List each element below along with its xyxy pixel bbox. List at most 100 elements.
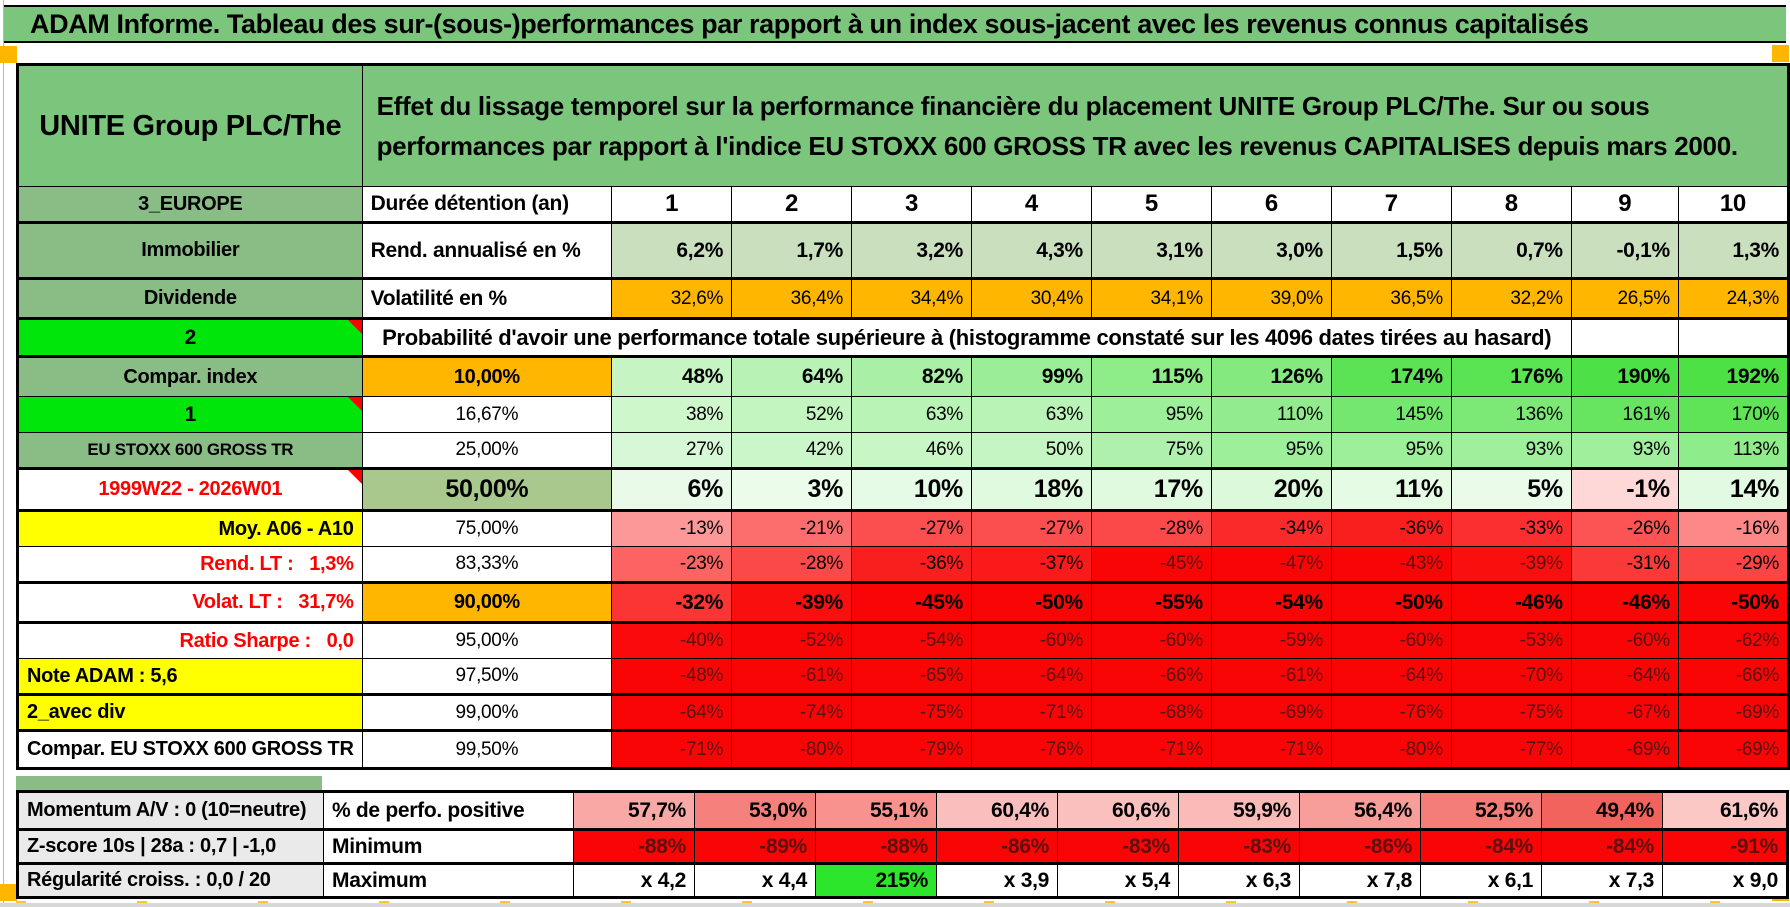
row-p8333-threshold[interactable]: 83,33% (361, 546, 613, 583)
cell-p25-y9[interactable]: 93% (1570, 432, 1679, 469)
cell-p75-y5[interactable]: -28% (1090, 509, 1212, 547)
cell-p975-y3[interactable]: -65% (851, 658, 972, 695)
cell-p99-y6[interactable]: -69% (1210, 693, 1332, 731)
cell-p99-y3[interactable]: -75% (851, 693, 972, 731)
cell-p975-y2[interactable]: -61% (731, 658, 853, 695)
cell-p995-y3[interactable]: -79% (851, 729, 972, 769)
cell-p995-y10[interactable]: -69% (1677, 729, 1790, 769)
row-min-label[interactable]: Z-score 10s | 28a : 0,7 | -1,0 (17, 828, 324, 864)
probability-note-cell[interactable]: Probabilité d'avoir une performance tota… (361, 317, 1572, 357)
cell-p90-y1[interactable]: -32% (611, 581, 733, 623)
cell-p10-y4[interactable]: 99% (970, 355, 1092, 397)
cell-p995-y9[interactable]: -69% (1570, 729, 1679, 769)
cell-p25-y3[interactable]: 46% (851, 432, 972, 469)
cell-perfo-y1[interactable]: 57,7% (573, 791, 695, 830)
year-header-cell[interactable]: 9 (1570, 186, 1679, 223)
cell-p1667-y4[interactable]: 63% (970, 396, 1092, 433)
year-header-cell[interactable]: 3 (851, 186, 972, 223)
cell-max-y3[interactable]: 215% (815, 862, 937, 898)
year-header-cell[interactable]: 5 (1090, 186, 1212, 223)
cell-p995-y1[interactable]: -71% (611, 729, 733, 769)
cell-p50-y5[interactable]: 17% (1090, 467, 1212, 511)
filler-cell[interactable] (16, 776, 322, 792)
year-header-cell[interactable]: 2 (731, 186, 853, 223)
row-p1667-threshold[interactable]: 16,67% (361, 396, 613, 433)
row-p99-threshold[interactable]: 99,00% (361, 693, 613, 731)
asset-name-cell[interactable]: UNITE Group PLC/The (17, 64, 363, 187)
row-p1667-label[interactable]: 1 (17, 396, 363, 433)
cell-p1667-y1[interactable]: 38% (611, 396, 733, 433)
cell-rend-y2[interactable]: 1,7% (731, 221, 853, 279)
row-rend-threshold[interactable]: Rend. annualisé en % (361, 221, 613, 279)
cell-volat-y5[interactable]: 34,1% (1090, 277, 1212, 319)
cell-p90-y6[interactable]: -54% (1210, 581, 1332, 623)
cell-p975-y8[interactable]: -70% (1450, 658, 1572, 695)
cell-p1667-y6[interactable]: 110% (1210, 396, 1332, 433)
cell-p975-y6[interactable]: -61% (1210, 658, 1332, 695)
cell-p975-y7[interactable]: -64% (1330, 658, 1452, 695)
cell-p10-y9[interactable]: 190% (1570, 355, 1679, 397)
cell-p50-y4[interactable]: 18% (970, 467, 1092, 511)
cell-volat-y3[interactable]: 34,4% (851, 277, 972, 319)
cell-p995-y4[interactable]: -76% (970, 729, 1092, 769)
row-p995-label[interactable]: Compar. EU STOXX 600 GROSS TR (17, 729, 363, 769)
cell-p10-y7[interactable]: 174% (1330, 355, 1452, 397)
cell-p95-y2[interactable]: -52% (731, 621, 853, 659)
cell-p25-y10[interactable]: 113% (1677, 432, 1790, 469)
cell-volat-y9[interactable]: 26,5% (1570, 277, 1679, 319)
cell-p90-y8[interactable]: -46% (1450, 581, 1572, 623)
cell-min-y3[interactable]: -88% (815, 828, 937, 864)
cell-p995-y7[interactable]: -80% (1330, 729, 1452, 769)
cell-min-y6[interactable]: -83% (1178, 828, 1300, 864)
cell-p50-y3[interactable]: 10% (851, 467, 972, 511)
row-p975-threshold[interactable]: 97,50% (361, 658, 613, 695)
cell-p8333-y9[interactable]: -31% (1570, 546, 1679, 583)
cell-p8333-y8[interactable]: -39% (1450, 546, 1572, 583)
cell-min-y1[interactable]: -88% (573, 828, 695, 864)
row-p99-label[interactable]: 2_avec div (17, 693, 363, 731)
cell-max-y5[interactable]: x 5,4 (1057, 862, 1179, 898)
row-volat-threshold[interactable]: Volatilité en % (361, 277, 613, 319)
cell-p8333-y10[interactable]: -29% (1677, 546, 1790, 583)
cell-p75-y1[interactable]: -13% (611, 509, 733, 547)
row-p10-threshold[interactable]: 10,00% (361, 355, 613, 397)
row-min-metric[interactable]: Minimum (323, 828, 574, 864)
row-p25-label[interactable]: EU STOXX 600 GROSS TR (17, 432, 363, 469)
row-rend-label[interactable]: Immobilier (17, 221, 363, 279)
cell-rend-y4[interactable]: 4,3% (970, 221, 1092, 279)
cell-volat-y8[interactable]: 32,2% (1450, 277, 1572, 319)
cell-rend-y10[interactable]: 1,3% (1677, 221, 1790, 279)
cell-p1667-y2[interactable]: 52% (731, 396, 853, 433)
year-header-cell[interactable]: 7 (1330, 186, 1452, 223)
cell-p99-y2[interactable]: -74% (731, 693, 853, 731)
cell-min-y8[interactable]: -84% (1420, 828, 1542, 864)
cell-p75-y2[interactable]: -21% (731, 509, 853, 547)
cell-p95-y5[interactable]: -60% (1090, 621, 1212, 659)
cell-min-y4[interactable]: -86% (936, 828, 1058, 864)
cell-perfo-y2[interactable]: 53,0% (694, 791, 816, 830)
cell-p8333-y6[interactable]: -47% (1210, 546, 1332, 583)
cell-p99-y4[interactable]: -71% (970, 693, 1092, 731)
row-p75-label[interactable]: Moy. A06 - A10 (17, 509, 363, 547)
cell-max-y8[interactable]: x 6,1 (1420, 862, 1542, 898)
cell-p95-y10[interactable]: -62% (1677, 621, 1790, 659)
cell-p95-y1[interactable]: -40% (611, 621, 733, 659)
cell-p1667-y7[interactable]: 145% (1330, 396, 1452, 433)
year-header-cell[interactable]: 6 (1210, 186, 1332, 223)
cell-p50-y10[interactable]: 14% (1677, 467, 1790, 511)
cell-volat-y7[interactable]: 36,5% (1330, 277, 1452, 319)
cell-p50-y9[interactable]: -1% (1570, 467, 1679, 511)
cell-p1667-y5[interactable]: 95% (1090, 396, 1212, 433)
cell-rend-y8[interactable]: 0,7% (1450, 221, 1572, 279)
cell-rend-y9[interactable]: -0,1% (1570, 221, 1679, 279)
duration-label-cell[interactable]: Durée détention (an) (361, 186, 613, 223)
cell-p99-y1[interactable]: -64% (611, 693, 733, 731)
cell-p75-y3[interactable]: -27% (851, 509, 972, 547)
cell-min-y10[interactable]: -91% (1662, 828, 1788, 864)
cell-p8333-y1[interactable]: -23% (611, 546, 733, 583)
row-p90-threshold[interactable]: 90,00% (361, 581, 613, 623)
cell-p10-y8[interactable]: 176% (1450, 355, 1572, 397)
cell-p90-y5[interactable]: -55% (1090, 581, 1212, 623)
cell-perfo-y8[interactable]: 52,5% (1420, 791, 1542, 830)
cell-p25-y7[interactable]: 95% (1330, 432, 1452, 469)
